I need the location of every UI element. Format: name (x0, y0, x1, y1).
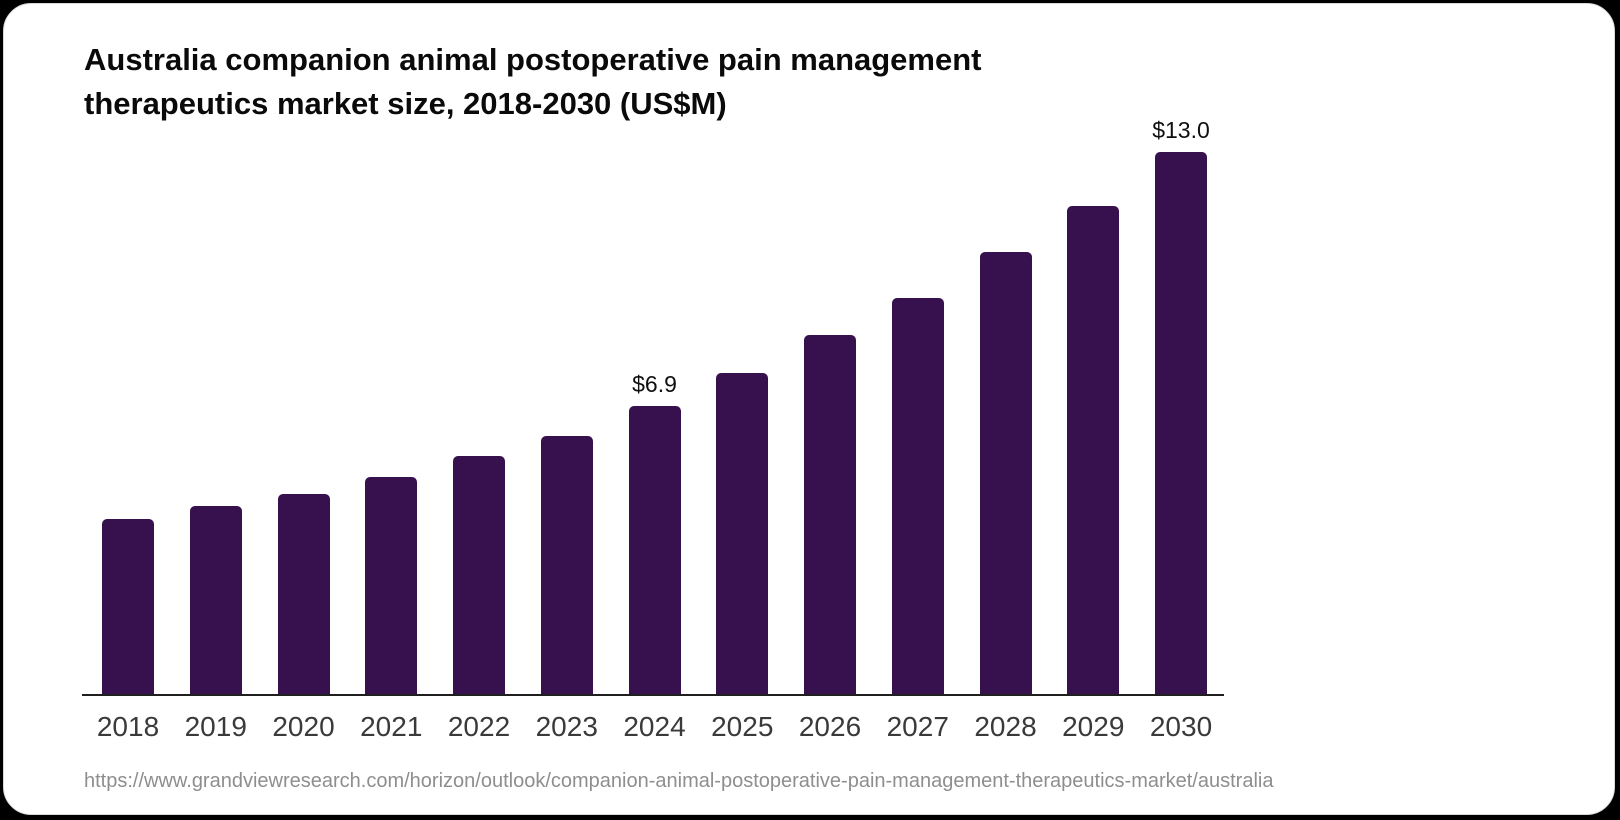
x-axis-label-2018: 2018 (96, 711, 160, 742)
x-axis-line (82, 694, 1224, 696)
bar-2019 (189, 506, 242, 694)
x-axis-label-2025: 2025 (711, 711, 774, 742)
bar-2020 (277, 493, 330, 694)
source-url: https://www.grandviewresearch.com/horizo… (84, 770, 1274, 792)
chart-card: Australia companion animal postoperative… (3, 3, 1615, 815)
bar-value-label-2024: $6.9 (632, 371, 677, 398)
x-axis-label-2024: 2024 (623, 711, 686, 742)
bar-2028 (979, 252, 1032, 694)
chart-title-line-2: therapeutics market size, 2018-2030 (US$… (84, 86, 727, 121)
bar-2030 (1155, 152, 1207, 694)
x-axis-labels: 2018 2019 2020 2021 2022 2023 2024 2025 2026 2027… (82, 711, 1224, 745)
x-axis-label-2019: 2019 (184, 711, 247, 742)
bar-2026 (804, 335, 856, 694)
chart-title-line-1: Australia companion animal postoperative… (84, 42, 982, 77)
bar-2024 (628, 406, 681, 694)
bar-2029 (1067, 206, 1120, 694)
bar-2023 (540, 435, 593, 694)
x-axis-label-2026: 2026 (798, 711, 862, 742)
bar-2021 (365, 477, 418, 694)
bar-value-label-2030: $13.0 (1152, 117, 1210, 143)
bar-2025 (716, 372, 769, 694)
x-axis-label-2028: 2028 (974, 711, 1037, 742)
x-axis-label-2021: 2021 (360, 711, 423, 742)
chart-title: Australia companion animal postoperative… (84, 38, 1234, 126)
bar-2018 (102, 518, 154, 694)
x-axis-label-2030: 2030 (1149, 711, 1213, 742)
x-axis-label-2027: 2027 (886, 711, 949, 742)
x-axis-label-2022: 2022 (447, 711, 511, 742)
x-axis-label-2023: 2023 (535, 711, 598, 742)
plot-area: $6.9 $13.0 (82, 117, 1224, 694)
bar-2022 (453, 456, 505, 694)
bar-2027 (891, 297, 944, 694)
x-axis-label-2029: 2029 (1062, 711, 1125, 742)
x-axis-label-2020: 2020 (272, 711, 335, 742)
